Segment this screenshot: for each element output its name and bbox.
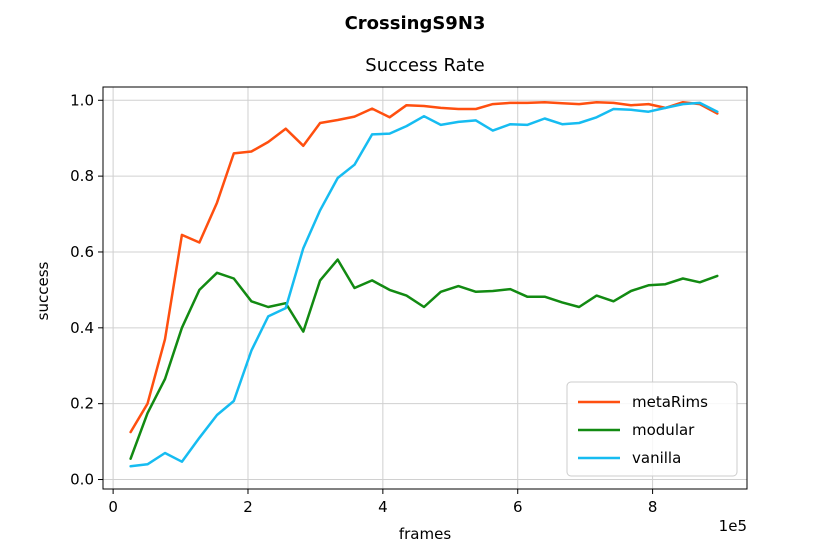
y-tick-label: 0.6	[70, 243, 94, 261]
figure-suptitle: CrossingS9N3	[345, 13, 486, 34]
chart-title: Success Rate	[365, 55, 484, 76]
series-line-modular	[129, 258, 719, 460]
series-line-vanilla	[129, 101, 719, 468]
legend: metaRims modular vanilla	[566, 381, 738, 477]
grid	[103, 87, 747, 489]
y-tick-label: 1.0	[70, 91, 94, 109]
x-tick-label: 4	[378, 498, 388, 516]
legend-label-modular: modular	[632, 421, 695, 439]
legend-box	[566, 381, 738, 477]
legend-label-metarims: metaRims	[632, 393, 708, 411]
series-lines	[129, 100, 719, 468]
y-tick-label: 0.4	[70, 319, 94, 337]
ticks: 0 2 4 6 8 0.0 0.2 0.4 0.6 0.8 1.0	[70, 91, 657, 516]
legend-label-vanilla: vanilla	[632, 449, 681, 467]
y-tick-label: 0.2	[70, 395, 94, 413]
y-tick-label: 0.8	[70, 167, 94, 185]
x-tick-label: 6	[513, 498, 523, 516]
x-axis-label: frames	[399, 525, 451, 543]
x-tick-label: 8	[648, 498, 658, 516]
x-tick-label: 2	[243, 498, 253, 516]
x-axis-offset-text: 1e5	[719, 517, 747, 535]
y-axis-label: success	[34, 261, 52, 320]
series-line-metarims	[129, 100, 719, 434]
x-tick-label: 0	[108, 498, 118, 516]
y-tick-label: 0.0	[70, 471, 94, 489]
plot-area-frame	[102, 86, 748, 490]
